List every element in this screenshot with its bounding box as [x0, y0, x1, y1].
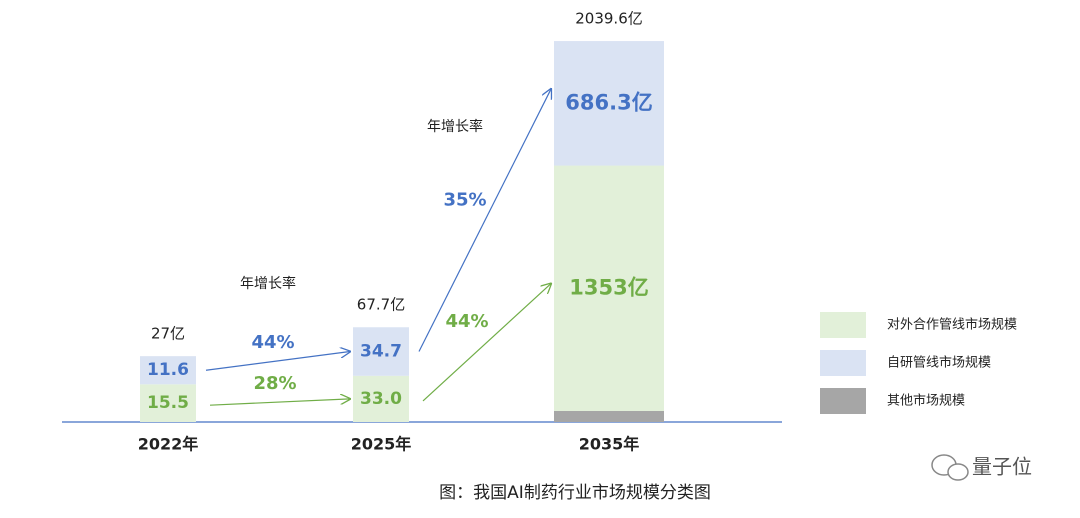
watermark: 量子位 — [972, 455, 1032, 479]
bar-segment — [554, 165, 664, 411]
data-label: 1353亿 — [569, 275, 648, 299]
x-tick-label: 2025年 — [351, 435, 412, 454]
growth-arrow — [418, 89, 551, 352]
bar-segment — [554, 41, 664, 166]
total-label: 67.7亿 — [357, 296, 405, 314]
growth-label: 44% — [445, 311, 488, 332]
watermark-icon — [931, 454, 969, 481]
legend-label: 对外合作管线市场规模 — [887, 317, 1017, 333]
data-label: 11.6 — [147, 360, 189, 380]
caption: 图：我国AI制药行业市场规模分类图 — [439, 483, 711, 503]
legend-swatch — [820, 312, 866, 338]
bar-segment — [353, 327, 409, 376]
x-tick-label: 2022年 — [138, 435, 199, 454]
growth-arrow — [205, 352, 350, 371]
bar-segment — [140, 384, 196, 422]
legend-label: 其他市场规模 — [887, 393, 965, 409]
x-tick-label: 2035年 — [579, 435, 640, 454]
bar-segment — [140, 356, 196, 385]
growth-arrow — [209, 399, 350, 406]
data-label: 686.3亿 — [565, 90, 652, 114]
growth-label: 28% — [253, 373, 296, 394]
legend-label: 自研管线市场规模 — [887, 355, 991, 371]
growth-title: 年增长率 — [427, 118, 483, 135]
total-label: 2039.6亿 — [575, 10, 643, 28]
bar-segment — [353, 375, 409, 422]
total-label: 27亿 — [151, 325, 185, 343]
legend-swatch — [820, 388, 866, 414]
growth-label: 44% — [251, 332, 294, 353]
bar-segment — [554, 411, 664, 422]
data-label: 33.0 — [360, 389, 402, 409]
data-label: 34.7 — [360, 342, 402, 362]
legend-swatch — [820, 350, 866, 376]
data-label: 15.5 — [147, 393, 189, 413]
growth-arrow — [422, 284, 551, 402]
growth-label: 35% — [443, 189, 486, 210]
growth-title: 年增长率 — [240, 275, 296, 292]
